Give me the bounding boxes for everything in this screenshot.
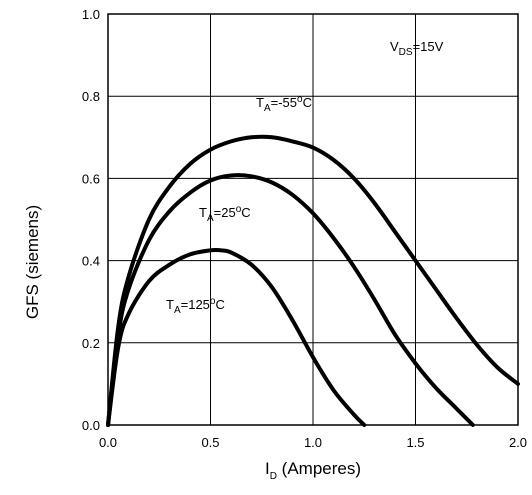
series-label-minus55: TA=-55oC xyxy=(256,94,312,114)
curves xyxy=(106,134,520,427)
series-label-main: T xyxy=(166,297,174,312)
series-label-main: T xyxy=(256,95,264,110)
x-axis-label-sub: D xyxy=(270,471,277,482)
y-tick-label: 0.2 xyxy=(82,336,100,351)
series-label-sub: A xyxy=(174,305,181,316)
y-tick-label: 0.4 xyxy=(82,254,100,269)
series-label-end: C xyxy=(215,297,224,312)
condition-sub: DS xyxy=(399,47,413,58)
x-axis-label-rest: (Amperes) xyxy=(277,459,361,478)
tick-labels: 0.0 0.5 1.0 1.5 2.0 0.0 0.2 0.4 0.6 0.8 1.0 xyxy=(82,7,527,450)
x-tick-label: 0.5 xyxy=(201,435,219,450)
y-tick-label: 0.6 xyxy=(82,171,100,186)
curve-125c xyxy=(106,247,367,427)
series-label-sup: o xyxy=(297,94,303,105)
x-axis-label-main: I xyxy=(265,459,270,478)
x-tick-label: 2.0 xyxy=(509,435,527,450)
x-tick-label: 0.0 xyxy=(99,435,117,450)
condition-rest: =15V xyxy=(413,39,444,54)
series-label-end: C xyxy=(241,205,250,220)
condition-main: V xyxy=(390,39,399,54)
series-label-25: TA=25oC xyxy=(199,204,251,224)
series-label-sub: A xyxy=(207,213,214,224)
y-tick-label: 0.8 xyxy=(82,89,100,104)
series-label-rest: =25 xyxy=(214,205,236,220)
series-label-end: C xyxy=(303,95,312,110)
series-label-sub: A xyxy=(264,103,271,114)
curve-minus55c xyxy=(106,134,520,427)
series-label-sup: o xyxy=(210,296,216,307)
series-label-main: T xyxy=(199,205,207,220)
series-label-sup: o xyxy=(236,204,242,215)
series-label-rest: =-55 xyxy=(271,95,297,110)
grid xyxy=(107,13,519,426)
y-tick-label: 0.0 xyxy=(82,418,100,433)
series-label-rest: =125 xyxy=(181,297,210,312)
x-tick-label: 1.0 xyxy=(304,435,322,450)
condition-label: VDS=15V xyxy=(390,39,444,58)
series-label-125: TA=125oC xyxy=(166,296,225,316)
x-tick-label: 1.5 xyxy=(406,435,424,450)
y-tick-label: 1.0 xyxy=(82,7,100,22)
y-axis-label: GFS (siemens) xyxy=(23,205,42,319)
x-axis-label: ID (Amperes) xyxy=(265,459,361,482)
plot-frame xyxy=(107,13,519,426)
curve-25c xyxy=(106,173,475,427)
